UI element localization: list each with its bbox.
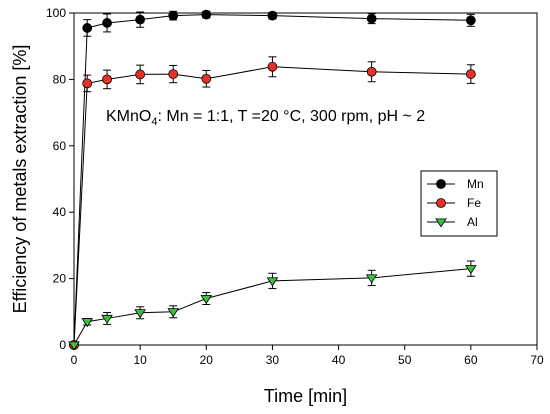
legend-entry-mn: Mn	[427, 177, 484, 191]
legend-marker-fe	[436, 198, 446, 208]
annotation-subscript: 4	[151, 116, 157, 128]
data-point-mn	[82, 23, 93, 33]
x-tick-label: 10	[133, 353, 147, 367]
series-layer	[68, 9, 477, 351]
data-point-al	[167, 308, 180, 318]
data-point-al	[465, 265, 477, 275]
x-tick-label: 20	[200, 353, 214, 367]
data-point-al	[266, 277, 279, 287]
y-tick-label: 20	[53, 272, 67, 286]
annotation-prefix: KMnO	[106, 108, 151, 125]
annotation-suffix: : Mn = 1:1, T =20 °C, 300 rpm, pH ~ 2	[157, 108, 425, 125]
data-point-fe	[366, 66, 377, 77]
legend-entry-fe: Fe	[427, 196, 481, 210]
x-tick-label: 70	[530, 353, 544, 367]
data-point-fe	[168, 69, 179, 79]
x-tick-label: 30	[266, 353, 280, 367]
series-al	[68, 260, 477, 351]
legend-label-mn: Mn	[467, 177, 484, 191]
data-point-fe	[465, 69, 476, 79]
y-tick-label: 0	[59, 338, 66, 352]
data-point-mn	[201, 9, 212, 20]
data-point-al	[68, 341, 80, 351]
legend-entry-al: Al	[427, 215, 478, 229]
data-point-fe	[102, 74, 112, 85]
x-tick-label: 0	[71, 353, 78, 367]
data-point-al	[200, 294, 213, 304]
y-tick-label: 100	[46, 6, 66, 20]
data-point-al	[101, 314, 113, 324]
y-tick-label: 40	[53, 205, 67, 219]
legend-marker-al	[435, 218, 447, 228]
legend-label-al: Al	[467, 215, 478, 229]
data-point-mn	[102, 18, 112, 28]
legend: Mn Fe Al	[420, 170, 498, 237]
y-axis-ticks: 0 20 40 60 80 100	[46, 6, 74, 352]
data-point-fe	[267, 61, 278, 72]
plot-border	[73, 12, 538, 346]
x-axis-ticks: 0 10 20 30 40 50 60 70	[71, 345, 544, 367]
series-fe	[69, 56, 476, 350]
data-point-mn	[168, 10, 179, 21]
data-point-mn	[366, 13, 377, 24]
data-point-al	[134, 309, 146, 319]
data-point-al	[81, 318, 94, 328]
data-point-mn	[135, 14, 146, 25]
y-tick-label: 60	[53, 139, 67, 153]
x-axis-title: Time [min]	[264, 386, 347, 406]
x-tick-label: 60	[464, 353, 478, 367]
data-point-fe	[82, 78, 93, 89]
data-point-fe	[135, 69, 146, 80]
data-point-al	[365, 274, 378, 284]
x-tick-label: 50	[398, 353, 412, 367]
x-tick-label: 40	[332, 353, 346, 367]
y-tick-label: 80	[53, 72, 67, 86]
data-point-mn	[267, 10, 278, 21]
plot-frame	[73, 12, 538, 346]
legend-label-fe: Fe	[467, 196, 481, 210]
y-axis-title: Efficiency of metals extraction [%]	[10, 45, 30, 314]
data-point-fe	[201, 73, 212, 84]
experiment-conditions-annotation: KMnO4: Mn = 1:1, T =20 °C, 300 rpm, pH ~…	[106, 108, 425, 128]
data-point-mn	[465, 15, 476, 26]
legend-marker-mn	[436, 179, 446, 189]
